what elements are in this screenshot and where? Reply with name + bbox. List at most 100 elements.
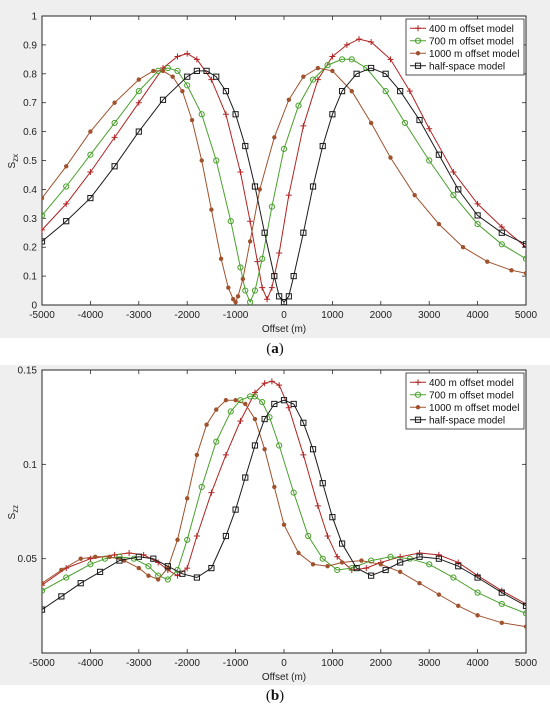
data-point [261,380,268,387]
y-tick-label: 0.7 [23,98,37,109]
data-point [63,164,69,169]
legend-marker [414,416,422,423]
data-point [356,36,363,43]
data-point [252,416,258,422]
data-point [150,555,157,562]
x-tick-label: 0 [281,658,287,669]
data-point [286,97,292,103]
data-point [388,155,393,160]
data-point [474,200,481,207]
data-point [87,561,94,568]
panel-a: -5000 -4000 -3000 -2000 -1000 0 1000 2000 3000 40… [0,0,550,338]
data-point [111,163,118,170]
data-point [226,285,231,290]
y-tick-label: 0.3 [23,214,37,225]
data-point [406,88,413,95]
data-point [237,169,244,176]
data-point [262,447,267,452]
x-tick-label: 0 [281,310,287,321]
data-point [227,408,234,415]
data-point [180,88,185,94]
data-point [268,203,275,210]
y-tick-label: 0.6 [23,127,37,138]
data-point [107,554,112,559]
data-point [474,220,481,228]
y-tick-label: 0.9 [23,40,37,51]
data-point [63,183,70,190]
data-point [208,489,215,496]
data-point [334,566,341,574]
data-point [204,422,209,427]
data-point [237,417,244,424]
data-point [42,582,45,589]
data-point [276,293,283,300]
data-point [435,551,442,558]
data-point [251,287,259,294]
panel-b: -5000 -4000 -3000 -2000 -1000 0 1000 2000 3000 40… [0,365,550,685]
data-point [240,276,246,282]
data-point [474,574,481,581]
data-point [300,451,307,458]
data-point [271,400,278,408]
data-point [343,41,350,48]
data-point [264,296,271,303]
data-point [348,56,355,63]
data-point [417,580,422,586]
data-point [416,553,423,560]
data-point [184,536,191,543]
y-axis-label: Szx [7,154,20,169]
y-tick-label: 0.4 [23,185,37,196]
x-axis-label: Offset (m) [262,324,306,335]
data-point [498,241,505,248]
data-point [63,200,70,207]
data-point [87,555,94,562]
data-point [450,192,457,199]
data-point [435,555,442,562]
data-point [164,64,171,72]
data-point [280,397,288,404]
x-tick-label: 3000 [418,658,441,669]
data-point [329,111,336,118]
data-point [368,557,375,564]
data-point [426,125,433,132]
data-point [222,532,230,540]
data-point [237,397,244,404]
data-point [93,554,98,559]
y-tick-label: 0.1 [23,460,37,471]
data-point [301,74,306,79]
legend-marker [414,37,422,44]
data-point [42,238,46,245]
data-point [498,223,505,230]
data-point [426,561,433,568]
data-point [193,56,200,63]
data-point [159,96,167,103]
data-point [160,68,166,74]
data-point [387,553,394,560]
data-point [247,299,254,305]
data-point [112,100,117,105]
data-point [290,489,297,496]
data-point [251,183,259,190]
data-point [305,532,312,540]
data-point [397,559,404,566]
y-tick-label: 0.1 [23,272,37,283]
data-point [325,564,330,569]
x-tick-label: 1000 [321,658,344,669]
data-point [135,553,142,560]
data-point [382,566,389,574]
data-point [242,142,249,150]
data-point [242,474,249,481]
y-tick-label: 0.15 [18,366,38,377]
data-point [111,119,118,127]
data-point [174,53,181,60]
data-point [300,419,307,426]
x-tick-label: 5000 [515,310,538,321]
x-axis-label: Offset (m) [262,672,306,683]
data-point [276,442,283,449]
data-point [209,207,214,212]
data-point [136,77,141,82]
data-point [455,559,462,566]
data-point [485,259,490,264]
x-tick-label: -1000 [223,310,249,321]
